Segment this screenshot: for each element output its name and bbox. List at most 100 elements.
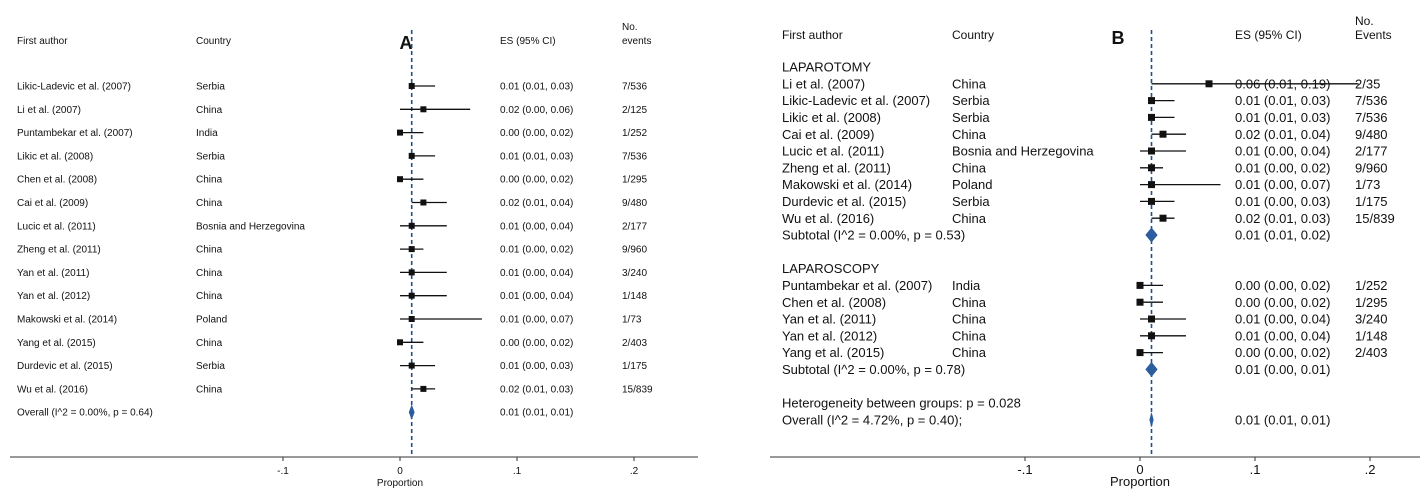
- effect-size-marker: [1136, 281, 1144, 289]
- events-text: 15/839: [1355, 211, 1395, 226]
- overall-diamond: [408, 404, 415, 421]
- study-author: Durdevic et al. (2015): [17, 361, 113, 372]
- subtotal-label: Subtotal (I^2 = 0.00%, p = 0.53): [782, 228, 965, 243]
- events-text: 3/240: [622, 268, 647, 279]
- events-text: 9/960: [1355, 160, 1388, 175]
- forest-plot-a-svg: First author Country ES (95% CI) No. events A…: [10, 22, 698, 489]
- effect-size-text: 0.01 (0.00, 0.04): [500, 221, 573, 232]
- study-country: China: [952, 127, 987, 142]
- events-text: 2/35: [1355, 76, 1380, 91]
- effect-size-text: 0.01 (0.01, 0.01): [500, 408, 573, 419]
- effect-size-text: 0.00 (0.00, 0.02): [1235, 345, 1330, 360]
- effect-size-text: 0.00 (0.00, 0.02): [500, 338, 573, 349]
- study-author: Yan et al. (2011): [17, 268, 89, 279]
- x-tick-label: -.1: [277, 466, 289, 477]
- study-author: Cai et al. (2009): [782, 127, 875, 142]
- study-country: China: [952, 312, 987, 327]
- effect-size-marker: [408, 362, 415, 369]
- x-tick-label: .2: [630, 466, 639, 477]
- events-text: 15/839: [622, 384, 653, 395]
- study-author: Zheng et al. (2011): [17, 245, 101, 256]
- effect-size-text: 0.01 (0.01, 0.03): [500, 82, 573, 93]
- study-country: Bosnia and Herzegovina: [196, 221, 305, 232]
- subtotal-diamond: [1145, 227, 1158, 243]
- effect-size-marker: [1148, 113, 1155, 121]
- study-country: China: [952, 160, 987, 175]
- events-text: 1/73: [622, 315, 642, 326]
- events-text: 1/175: [622, 361, 647, 372]
- effect-size-marker: [408, 222, 415, 229]
- effect-size-marker: [1136, 298, 1144, 306]
- events-text: 1/73: [1355, 177, 1380, 192]
- effect-size-text: 0.01 (0.00, 0.07): [1235, 177, 1330, 192]
- study-country: Serbia: [196, 82, 225, 93]
- note-label: Heterogeneity between groups: p = 0.028: [782, 396, 1021, 411]
- column-header-author: First author: [782, 28, 843, 42]
- effect-size-marker: [397, 339, 403, 346]
- study-author: Puntambekar et al. (2007): [782, 278, 932, 293]
- effect-size-text: 0.01 (0.00, 0.04): [1235, 312, 1330, 327]
- study-author: Chen et al. (2008): [782, 295, 886, 310]
- column-header-events-line2: events: [622, 36, 651, 47]
- effect-size-marker: [408, 152, 415, 159]
- x-tick-label: -.1: [1017, 462, 1032, 477]
- column-header-es: ES (95% CI): [1235, 28, 1302, 42]
- effect-size-marker: [408, 316, 415, 322]
- study-country: China: [952, 345, 987, 360]
- effect-size-marker: [1148, 332, 1155, 340]
- study-author: Zheng et al. (2011): [782, 160, 891, 175]
- effect-size-text: 0.02 (0.01, 0.04): [500, 198, 573, 209]
- effect-size-text: 0.01 (0.01, 0.03): [1235, 110, 1330, 125]
- events-text: 1/148: [622, 291, 647, 302]
- effect-size-text: 0.01 (0.00, 0.04): [500, 291, 573, 302]
- overall-diamond: [1149, 412, 1154, 427]
- effect-size-text: 0.01 (0.01, 0.02): [1235, 228, 1330, 243]
- study-author: Makowski et al. (2014): [17, 315, 117, 326]
- study-author: Yan et al. (2012): [782, 328, 877, 343]
- study-country: Serbia: [196, 151, 225, 162]
- events-text: 1/252: [622, 128, 647, 139]
- events-text: 9/480: [1355, 127, 1388, 142]
- study-country: China: [196, 384, 223, 395]
- effect-size-text: 0.02 (0.00, 0.06): [500, 105, 573, 116]
- study-country: India: [196, 128, 218, 139]
- study-country: China: [196, 268, 223, 279]
- effect-size-marker: [420, 385, 427, 392]
- effect-size-text: 0.01 (0.01, 0.01): [1235, 412, 1330, 427]
- study-author: Wu et al. (2016): [17, 384, 88, 395]
- effect-size-marker: [408, 292, 415, 299]
- subtotal-label: Subtotal (I^2 = 0.00%, p = 0.78): [782, 362, 965, 377]
- events-text: 3/240: [1355, 312, 1388, 327]
- effect-size-text: 0.02 (0.01, 0.03): [500, 384, 573, 395]
- forest-plot-panel-a: First author Country ES (95% CI) No. events A…: [0, 0, 700, 489]
- column-header-country: Country: [952, 28, 994, 42]
- events-text: 1/148: [1355, 328, 1388, 343]
- effect-size-marker: [397, 129, 403, 136]
- effect-size-marker: [420, 199, 427, 206]
- study-country: China: [196, 105, 223, 116]
- effect-size-text: 0.00 (0.00, 0.02): [1235, 295, 1330, 310]
- effect-size-text: 0.01 (0.01, 0.03): [1235, 93, 1330, 108]
- events-text: 7/536: [1355, 110, 1388, 125]
- effect-size-marker: [1159, 130, 1167, 138]
- effect-size-marker: [1148, 164, 1155, 172]
- column-header-events-line1: No.: [1355, 14, 1374, 28]
- events-text: 2/403: [622, 338, 647, 349]
- effect-size-text: 0.01 (0.00, 0.07): [500, 315, 573, 326]
- events-text: 9/960: [622, 245, 647, 256]
- x-tick-label: 0: [1136, 462, 1143, 477]
- study-country: China: [196, 245, 223, 256]
- effect-size-text: 0.01 (0.00, 0.02): [1235, 160, 1330, 175]
- column-header-country: Country: [196, 36, 231, 47]
- x-axis-label: Proportion: [377, 478, 423, 489]
- study-author: Yan et al. (2012): [17, 291, 90, 302]
- overall-label: Overall (I^2 = 0.00%, p = 0.64): [17, 408, 153, 419]
- study-country: China: [196, 338, 223, 349]
- effect-size-marker: [1136, 349, 1144, 357]
- column-header-events-line1: No.: [622, 22, 638, 33]
- events-text: 1/175: [1355, 194, 1388, 209]
- subtotal-diamond: [1145, 361, 1158, 377]
- overall-label: Overall (I^2 = 4.72%, p = 0.40);: [782, 412, 962, 427]
- events-text: 2/125: [622, 105, 647, 116]
- events-text: 1/252: [1355, 278, 1388, 293]
